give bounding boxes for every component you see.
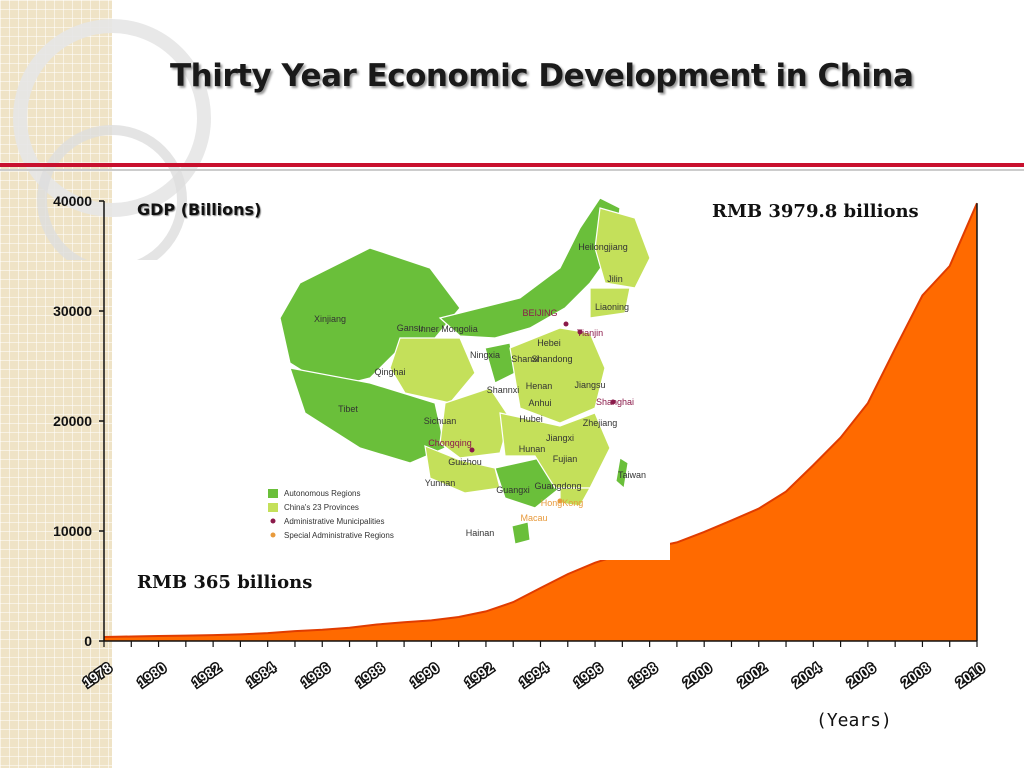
x-tick-label: 2002 [735,659,770,690]
y-tick-label: 40000 [53,193,92,209]
legend-swatch [268,489,278,498]
legend-label: China's 23 Provinces [284,503,359,512]
title-divider-grey [0,169,1024,171]
x-tick-label: 2000 [680,659,715,690]
map-province-label: Shanghai [596,397,634,407]
x-tick-label: 2006 [844,659,879,690]
area-layer [103,202,978,641]
y-tick-label: 10000 [53,523,92,539]
x-tick-label: 1990 [407,659,442,690]
map-province-label: Hubei [519,414,543,424]
map-province-label: Jiangsu [574,380,605,390]
x-tick-label: 1994 [516,659,551,690]
y-tick-label: 20000 [53,413,92,429]
axes-layer [99,200,978,647]
map-province-label: Tibet [338,404,358,414]
map-province-label: Shanxi [511,354,539,364]
x-tick-label: 1996 [571,659,606,690]
x-tick-label: 1988 [353,659,388,690]
map-province-label: Fujian [553,454,578,464]
map-province-label: Inner Mongolia [418,324,478,334]
map-province-label: Ningxia [470,350,500,360]
map-province-label: Henan [526,381,553,391]
map-province-label: Hebei [537,338,561,348]
map-province-label: Macau [520,513,547,523]
map-province-label: Guangxi [496,485,530,495]
title-divider-red [0,163,1024,167]
map-province-label: Heilongjiang [578,242,628,252]
legend-swatch [268,503,278,512]
map-province-label: Sichuan [424,416,457,426]
map-province-label: Chongqing [428,438,472,448]
annotation-end-value: RMB 3979.8 billions [712,201,919,222]
map-province-label: BEIJING [522,308,557,318]
x-tick-label: 1978 [80,659,115,690]
map-province-label: Guangdong [534,481,581,491]
page-title: Thirty Year Economic Development in Chin… [170,58,914,94]
y-tick-label: 30000 [53,303,92,319]
map-province-label: Xinjiang [314,314,346,324]
x-tick-label: 1998 [625,659,660,690]
x-tick-label: 2004 [789,659,824,690]
x-tick-label: 2010 [953,659,988,690]
map-province-label: Tianjin [577,328,603,338]
x-tick-label: 1980 [134,659,169,690]
map-province-label: Jiangxi [546,433,574,443]
legend-label: Special Administrative Regions [284,531,394,540]
map-province-label: Guizhou [448,457,482,467]
gdp-line [103,202,978,638]
legend-label: Administrative Municipalities [284,517,384,526]
map-province-label: Jilin [607,274,623,284]
map-province-label: Gansu [397,323,424,333]
map-province-label: Yunnan [425,478,456,488]
map-province-label: Liaoning [595,302,629,312]
map-province-label: Taiwan [618,470,646,480]
gdp-area [104,203,977,641]
annotation-start-value: RMB 365 billions [137,572,313,593]
map-province-label: HongKong [541,498,584,508]
x-tick-label: 1986 [298,659,333,690]
map-province-label: Hainan [466,528,495,538]
legend-label: Autonomous Regions [284,489,361,498]
map-province-label: Zhejiang [583,418,618,428]
x-tick-label: 2008 [898,659,933,690]
decorative-circles [13,19,211,260]
map-legend: Autonomous Regions China's 23 Provinces Ad… [268,489,394,540]
x-tick-label: 1992 [462,659,497,690]
china-map-image: Heilongjiang Jilin Liaoning Xinjiang GansuIn… [260,188,670,560]
x-tick-label: 1982 [189,659,224,690]
legend-swatch [270,532,276,538]
map-province-labels: Heilongjiang Jilin Liaoning Xinjiang GansuIn… [314,242,646,538]
legend-swatch [270,518,276,524]
map-province-label: Qinghai [374,367,405,377]
map-province-label: Shandong [531,354,572,364]
map-province-label: Hunan [519,444,546,454]
x-tick-labels: 1978 1980 1982 1984 1986 1988 1990 1992 1994 1996… [78,658,989,692]
y-axis-title: GDP (Billions) [137,200,262,219]
y-tick-labels: 0 10000 20000 30000 40000 [53,193,92,649]
map-province-label: Shannxi [487,385,520,395]
x-axis-title: (Years) [816,710,892,731]
map-province-label: Anhui [528,398,551,408]
x-tick-label: 1984 [243,659,278,690]
y-tick-label: 0 [84,633,92,649]
